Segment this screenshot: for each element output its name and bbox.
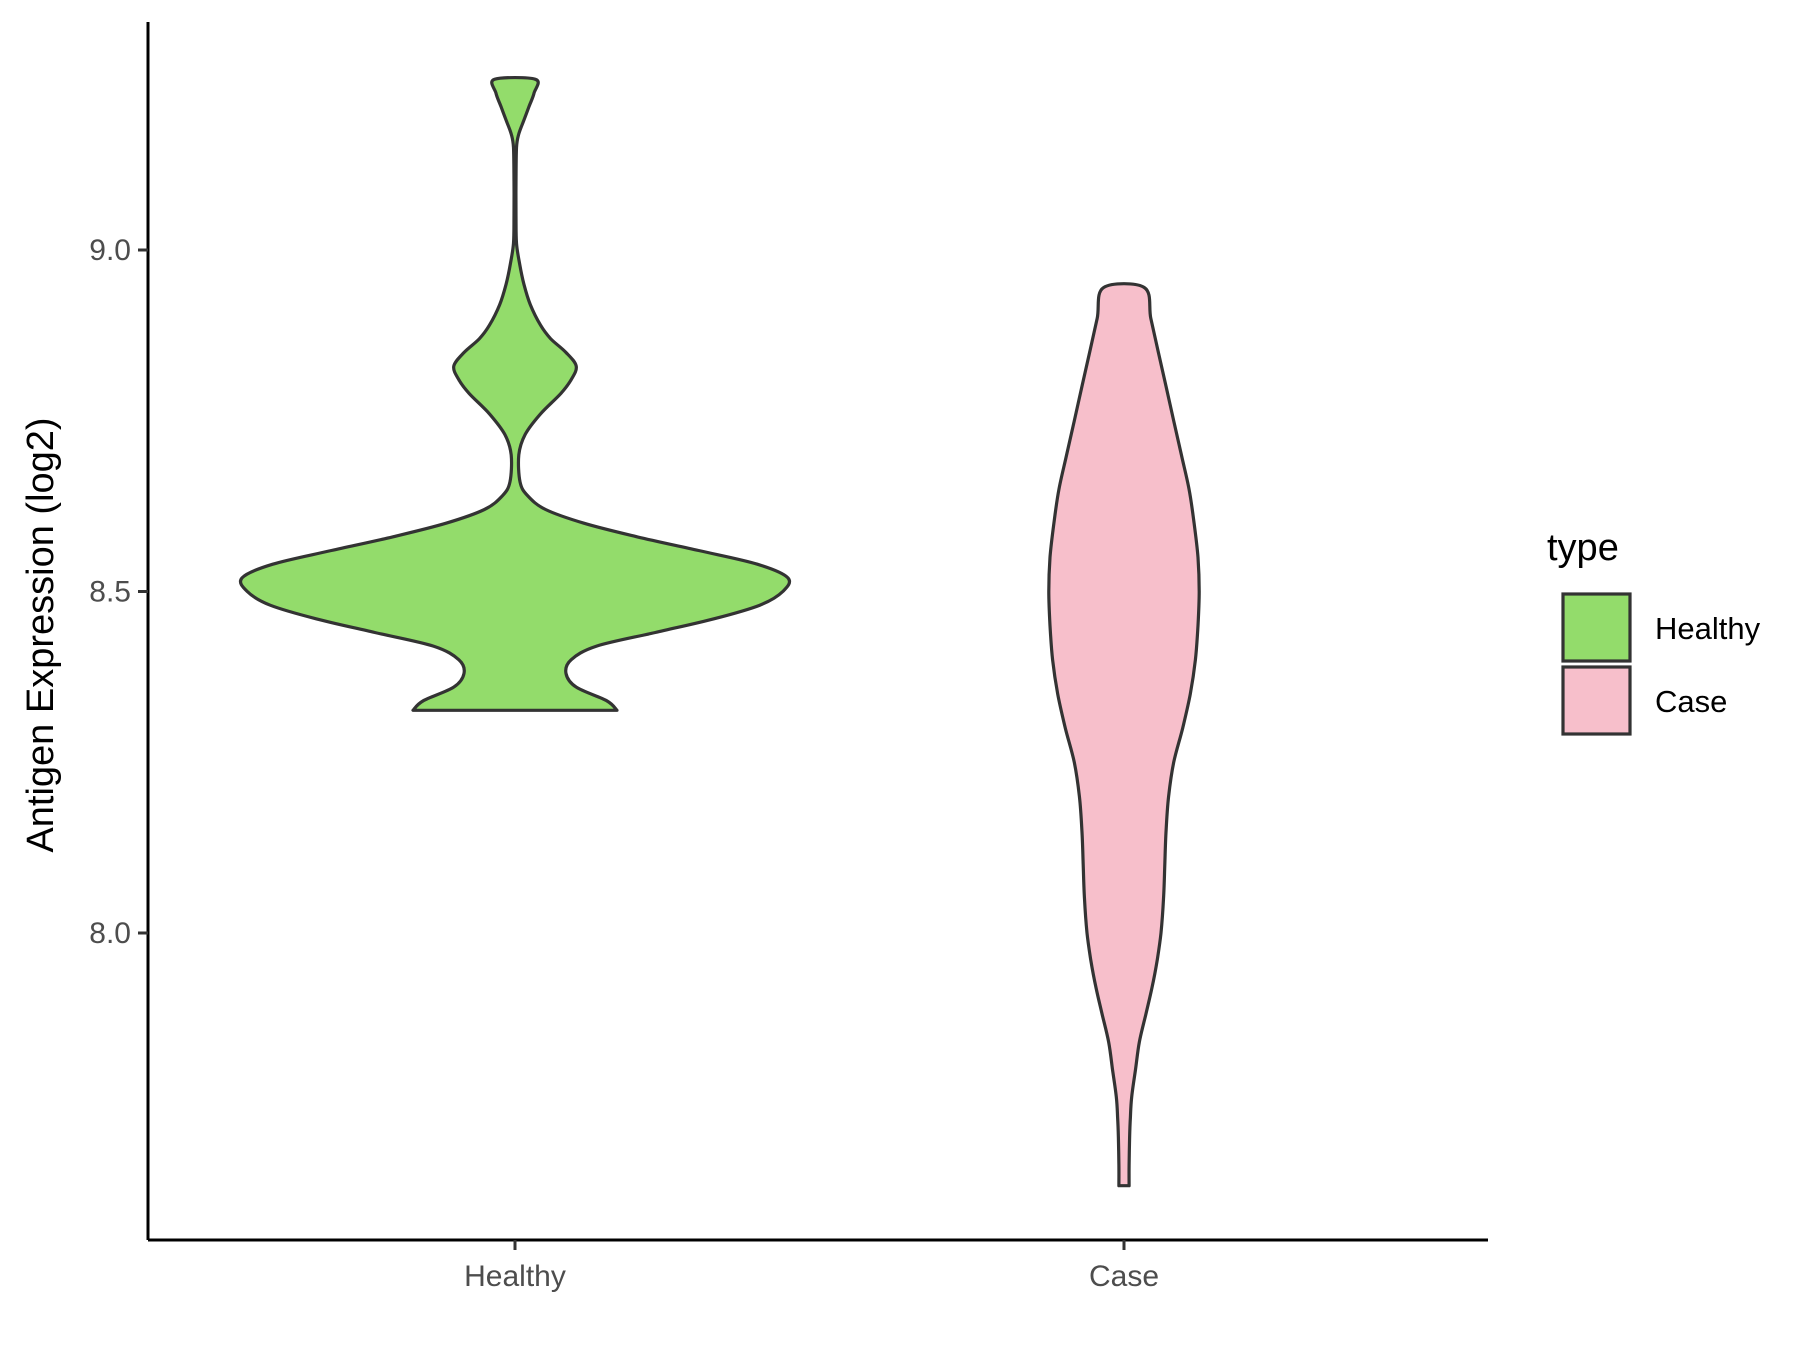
legend-title: type bbox=[1547, 527, 1619, 569]
violin-healthy bbox=[238, 75, 792, 712]
legend-key-case bbox=[1561, 665, 1632, 736]
legend-label-healthy: Healthy bbox=[1655, 611, 1761, 646]
y-tick-label: 9.0 bbox=[89, 234, 131, 267]
y-tick-label: 8.0 bbox=[89, 917, 131, 950]
legend-key-healthy bbox=[1561, 592, 1632, 663]
x-tick-label: Case bbox=[1089, 1260, 1159, 1293]
violin-case bbox=[1047, 282, 1201, 1188]
violins-layer bbox=[238, 75, 1201, 1188]
y-tick-label: 8.5 bbox=[89, 576, 131, 609]
legend: type Healthy Case bbox=[1547, 527, 1761, 736]
y-axis-title: Antigen Expression (log2) bbox=[20, 417, 62, 852]
axes-layer: 8.0 8.5 9.0 Healthy Case bbox=[89, 22, 1488, 1293]
legend-label-case: Case bbox=[1655, 684, 1727, 719]
x-tick-label: Healthy bbox=[464, 1260, 566, 1293]
